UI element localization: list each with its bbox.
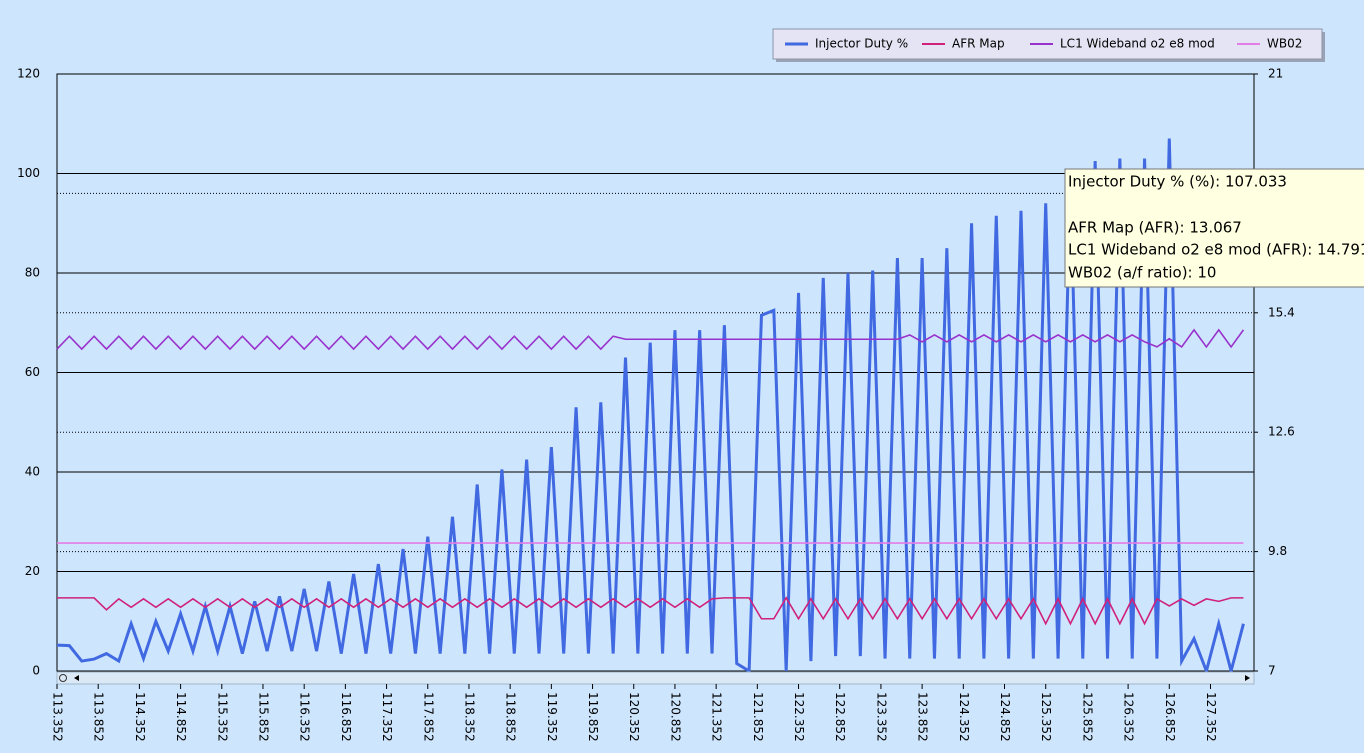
x-tick-label: 117.852 bbox=[421, 692, 435, 742]
x-tick-label: 120.352 bbox=[627, 692, 641, 742]
x-tick-label: 122.352 bbox=[792, 692, 806, 742]
tooltip-line: WB02 (a/f ratio): 10 bbox=[1068, 264, 1216, 282]
scroll-right[interactable] bbox=[1245, 675, 1250, 681]
legend-label: Injector Duty % bbox=[815, 37, 908, 51]
series-line bbox=[56, 138, 1245, 677]
scrollbar-track[interactable] bbox=[56, 671, 1255, 685]
y-tick-label: 60 bbox=[25, 365, 40, 379]
scroll-left[interactable] bbox=[74, 675, 79, 681]
x-tick-label: 119.852 bbox=[586, 692, 600, 742]
x-tick-label: 115.352 bbox=[215, 692, 229, 742]
x-tick-label: 125.352 bbox=[1039, 692, 1053, 742]
scrollbar[interactable] bbox=[56, 671, 1255, 685]
y-tick-label: 0 bbox=[32, 664, 40, 678]
legend-label: WB02 bbox=[1267, 37, 1302, 51]
x-tick-label: 126.852 bbox=[1163, 692, 1177, 742]
tooltip-box bbox=[1064, 168, 1364, 288]
series-lines bbox=[56, 138, 1245, 677]
x-tick-label: 122.852 bbox=[833, 692, 847, 742]
x-tick-label: 125.852 bbox=[1080, 692, 1094, 742]
y2-tick-label: 15.4 bbox=[1268, 305, 1295, 319]
series-line bbox=[57, 596, 1244, 626]
x-tick-label: 113.852 bbox=[92, 692, 106, 742]
legend-label: LC1 Wideband o2 e8 mod bbox=[1060, 37, 1215, 51]
y2-tick-label: 12.6 bbox=[1268, 425, 1295, 439]
x-tick-label: 119.352 bbox=[545, 692, 559, 742]
x-tick-label: 127.352 bbox=[1204, 692, 1218, 742]
y-tick-label: 80 bbox=[25, 266, 40, 280]
x-tick-label: 123.352 bbox=[874, 692, 888, 742]
x-tick-label: 115.852 bbox=[256, 692, 270, 742]
y-tick-label: 100 bbox=[17, 166, 40, 180]
series-line bbox=[56, 328, 1245, 351]
x-tick-label: 118.352 bbox=[462, 692, 476, 742]
y2-tick-label: 7 bbox=[1268, 664, 1276, 678]
x-tick-label: 126.352 bbox=[1122, 692, 1136, 742]
x-tick-label: 116.352 bbox=[298, 692, 312, 742]
scrollbar-reset[interactable] bbox=[59, 674, 67, 682]
tooltip: Injector Duty % (%): 107.033 AFR Map (AFR… bbox=[1064, 168, 1364, 288]
x-tick-label: 121.852 bbox=[751, 692, 765, 742]
y-tick-label: 120 bbox=[17, 67, 40, 81]
legend-label: AFR Map bbox=[952, 37, 1005, 51]
x-tick-label: 113.352 bbox=[51, 692, 65, 742]
y2-tick-label: 21 bbox=[1268, 67, 1283, 81]
legend: Injector Duty % AFR Map LC1 Wideband o2 e8… bbox=[772, 28, 1325, 62]
tooltip-line: LC1 Wideband o2 e8 mod (AFR): 14.791 bbox=[1068, 241, 1364, 259]
x-tick-label: 118.852 bbox=[504, 692, 518, 742]
x-tick-label: 114.352 bbox=[133, 692, 147, 742]
y-tick-label: 20 bbox=[25, 564, 40, 578]
tooltip-line: AFR Map (AFR): 13.067 bbox=[1068, 219, 1242, 237]
x-tick-label: 117.352 bbox=[380, 692, 394, 742]
y2-tick-label: 9.8 bbox=[1268, 544, 1287, 558]
axes: 02040608010012079.812.615.418.221113.352… bbox=[17, 67, 1295, 742]
x-tick-label: 123.852 bbox=[916, 692, 930, 742]
x-tick-label: 124.352 bbox=[957, 692, 971, 742]
x-tick-label: 116.852 bbox=[339, 692, 353, 742]
y-tick-label: 40 bbox=[25, 465, 40, 479]
x-tick-label: 121.352 bbox=[710, 692, 724, 742]
tooltip-line: Injector Duty % (%): 107.033 bbox=[1068, 173, 1287, 191]
x-tick-label: 114.852 bbox=[174, 692, 188, 742]
x-tick-label: 124.852 bbox=[998, 692, 1012, 742]
x-tick-label: 120.852 bbox=[668, 692, 682, 742]
